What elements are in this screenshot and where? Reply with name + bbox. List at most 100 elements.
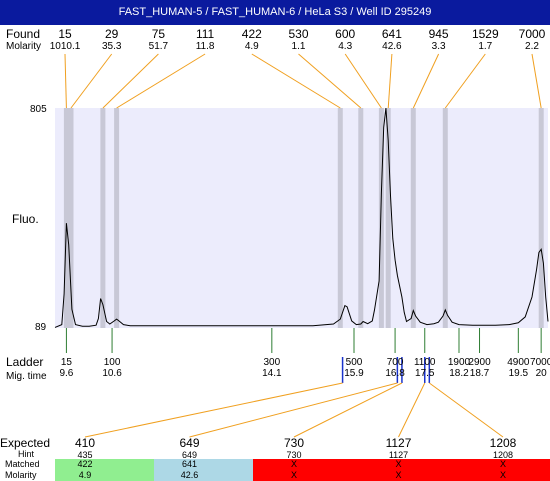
expected-connector — [398, 382, 426, 438]
found-molarity: 1.7 — [478, 41, 493, 52]
migration-markers — [341, 357, 431, 383]
ladder-peak: 7000 20 — [519, 357, 550, 379]
y-min-label: 89 — [35, 322, 47, 333]
found-size: 7000 — [518, 27, 546, 41]
ladder-size: 1100 — [413, 357, 436, 368]
found-peak: 29 35.3 — [90, 27, 134, 52]
ladder-time: 10.6 — [102, 368, 122, 379]
ladder-time: 16.8 — [385, 368, 405, 379]
expected-label: Expected — [0, 436, 51, 450]
molarity-cell-text: 4.9 — [78, 470, 92, 480]
found-size: 422 — [241, 27, 262, 41]
expected-connector — [429, 382, 504, 438]
found-molarity: 3.3 — [431, 41, 446, 52]
title-bar: FAST_HUMAN-5 / FAST_HUMAN-6 / HeLa S3 / … — [0, 0, 550, 25]
ladder-time: 18.2 — [449, 368, 469, 379]
peak-connector — [102, 53, 159, 109]
peak-connector — [344, 53, 382, 109]
peak-connector — [298, 53, 362, 109]
matched-cell-text: 422 — [77, 459, 93, 469]
ladder-peak: 500 15.9 — [332, 357, 376, 379]
peak-connector — [251, 53, 341, 109]
ladder-peak: 100 10.6 — [90, 357, 134, 379]
ladder-time: 9.6 — [59, 368, 74, 379]
molarity-cell: X — [253, 470, 353, 481]
ladder-size: 1900 — [447, 357, 471, 368]
molarity-cell-text: X — [499, 470, 506, 480]
ladder-size: 100 — [103, 357, 121, 368]
peak-band — [378, 108, 384, 328]
found-molarity: 2.2 — [525, 41, 539, 52]
peak-band — [538, 108, 544, 328]
molarity-cell: X — [451, 470, 550, 481]
found-molarity: 42.6 — [382, 41, 402, 52]
found-size: 111 — [195, 27, 215, 41]
peak-connector — [444, 53, 486, 109]
expected-connector — [84, 382, 343, 438]
matched-cell-text: X — [499, 459, 506, 469]
ladder-peak: 300 14.1 — [250, 357, 294, 379]
found-peak: 111 11.8 — [183, 27, 227, 52]
peak-band — [337, 108, 343, 328]
expected-size: 1127 — [385, 436, 412, 450]
found-molarity: 11.8 — [195, 41, 215, 52]
ladder-peak: 1100 17.5 — [403, 357, 447, 379]
molarity-cell: 4.9 — [55, 470, 155, 481]
matched-cell-text: X — [395, 459, 402, 469]
matched-cell: X — [352, 459, 452, 470]
peak-band — [385, 108, 391, 328]
matched-cell-text: 641 — [181, 459, 198, 469]
ladder-size: 7000 — [530, 357, 550, 368]
found-peak: 422 4.9 — [230, 27, 274, 52]
expected-connector — [189, 382, 398, 438]
found-peak: 600 4.3 — [323, 27, 367, 52]
hint-size: 1208 — [492, 450, 514, 460]
found-size: 75 — [151, 27, 166, 41]
peak-connector — [64, 53, 67, 109]
ladder-size: 4900 — [507, 357, 530, 368]
peak-connector — [387, 53, 393, 109]
expected-entry: 410 435 — [55, 436, 115, 460]
peak-band — [442, 108, 448, 328]
matched-cell: 641 — [154, 459, 254, 470]
molarity-bottom-label: Molarity — [5, 470, 37, 480]
mig-time-label: Mig. time — [6, 371, 47, 382]
peak-connector — [412, 53, 440, 109]
ladder-peak: 4900 19.5 — [496, 357, 540, 379]
fluorescence-trace — [54, 107, 549, 328]
expected-entry: 730 730 — [264, 436, 324, 460]
expected-connector — [293, 382, 403, 438]
molarity-cell-text: X — [395, 470, 402, 480]
matched-cell: 422 — [55, 459, 155, 470]
molarity-cell-text: 42.6 — [180, 470, 199, 480]
ladder-time: 14.1 — [262, 368, 282, 379]
ladder-size: 15 — [60, 357, 72, 368]
ladder-ticks — [65, 328, 542, 353]
found-peak: 75 51.7 — [136, 27, 180, 52]
found-peak: 15 1010.1 — [43, 27, 87, 52]
ladder-size: 2900 — [468, 357, 491, 368]
ladder-time: 18.7 — [469, 368, 490, 379]
fluo-axis-label: Fluo. — [12, 212, 39, 226]
ladder-size: 300 — [263, 357, 281, 368]
ladder-peak: 700 16.8 — [373, 357, 417, 379]
found-size: 530 — [288, 27, 309, 41]
found-size: 15 — [58, 27, 72, 41]
expected-entry: 649 649 — [160, 436, 220, 460]
ladder-time: 15.9 — [344, 368, 364, 379]
matched-cell: X — [253, 459, 353, 470]
expected-size: 410 — [74, 436, 96, 450]
found-molarity: 51.7 — [148, 41, 169, 52]
found-size: 29 — [105, 27, 119, 41]
found-peak: 1529 1.7 — [463, 27, 507, 52]
hint-size: 649 — [181, 450, 198, 460]
ladder-time: 17.5 — [415, 368, 435, 379]
found-size: 1529 — [471, 27, 499, 41]
expected-size: 649 — [179, 436, 200, 450]
hint-size: 730 — [286, 450, 302, 460]
found-size: 600 — [335, 27, 356, 41]
expected-size: 730 — [283, 436, 305, 450]
matched-status-row: 422 641 X X X — [55, 459, 550, 470]
found-peak: 7000 2.2 — [510, 27, 550, 52]
hint-size: 1127 — [388, 450, 409, 460]
